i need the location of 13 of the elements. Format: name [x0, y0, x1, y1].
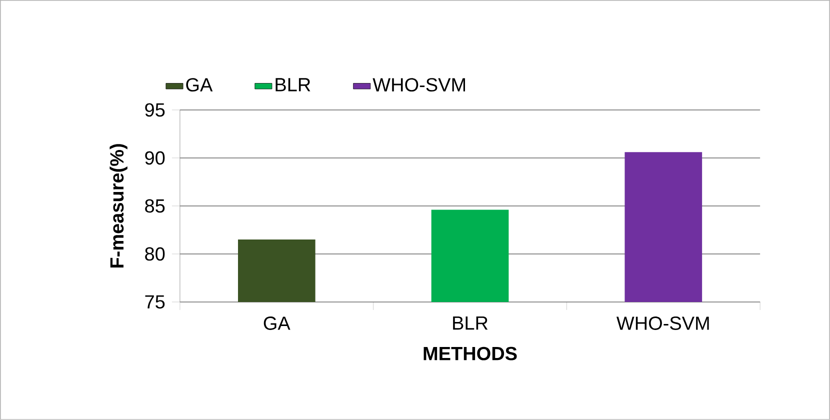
x-tick-label: WHO-SVM: [616, 316, 709, 330]
legend-label: BLR: [276, 78, 310, 92]
y-tick-label: 80: [145, 247, 165, 261]
x-tick-label: GA: [264, 316, 290, 330]
y-axis-title: F-measure(%): [110, 144, 128, 268]
y-tick-label: 95: [145, 103, 165, 117]
x-axis-title: METHODS: [424, 346, 517, 360]
legend-label: GA: [186, 78, 213, 92]
y-tick-label: 90: [145, 151, 165, 165]
y-tick-label: 85: [145, 199, 165, 213]
y-tick-label: 75: [145, 295, 165, 309]
x-tick-label: BLR: [453, 316, 488, 330]
legend-label: WHO-SVM: [372, 78, 466, 92]
